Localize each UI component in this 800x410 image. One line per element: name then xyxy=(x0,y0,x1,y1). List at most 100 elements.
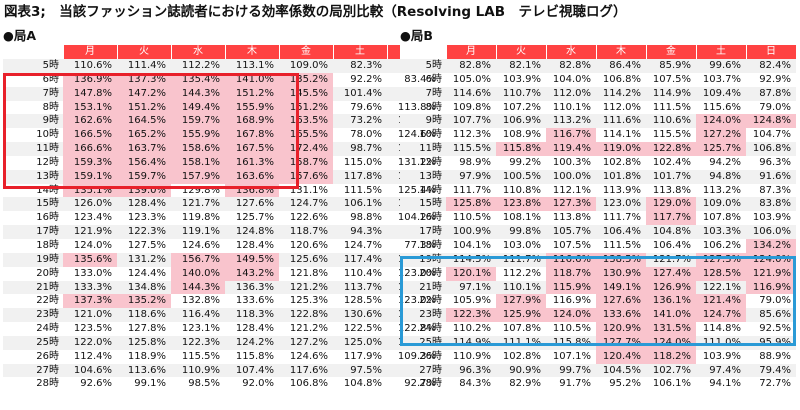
value-cell: 120.6% xyxy=(289,239,328,251)
hour-label: 7時 xyxy=(3,86,63,101)
value-cell: 124.8% xyxy=(746,114,796,129)
value-cell: 110.4% xyxy=(343,267,382,279)
value-cell: 124.8% xyxy=(225,225,279,239)
hour-label: 17時 xyxy=(400,225,446,239)
value-cell: 145.5% xyxy=(279,86,333,101)
value-cell: 122.8% xyxy=(646,142,696,156)
value-cell: 124.0% xyxy=(696,114,746,129)
day-header: 水 xyxy=(546,45,597,59)
value-cell: 114.9% xyxy=(646,86,696,101)
value-cell: 105.0% xyxy=(452,73,491,85)
hour-label: 25時 xyxy=(400,335,446,350)
value-cell: 121.7% xyxy=(171,197,225,212)
value-cell: 98.8% xyxy=(350,212,382,224)
table-row: 20時 120.1% 112.2% 118.7% 130.9% 127.4% 128.5% 1… xyxy=(400,266,796,281)
value-cell: 119.1% xyxy=(171,225,225,239)
table-row: 18時 104.1% 103.0% 107.5% 111.5% 106.4% 106.2% 1… xyxy=(400,238,796,253)
value-cell: 79.6% xyxy=(350,101,382,113)
value-cell: 118.3% xyxy=(225,308,279,323)
value-cell: 158.6% xyxy=(171,142,225,156)
value-cell: 114.8% xyxy=(702,323,741,335)
value-cell: 104.7% xyxy=(752,129,791,141)
table-row: 25時 114.9% 111.1% 115.8% 127.7% 124.0% 111.0% 9… xyxy=(400,335,796,350)
value-cell: 82.4% xyxy=(746,59,796,73)
value-cell: 128.4% xyxy=(235,239,274,251)
value-cell: 158.1% xyxy=(171,155,225,170)
value-cell: 104.0% xyxy=(552,73,591,85)
hour-label: 27時 xyxy=(3,363,63,378)
value-cell: 127.3% xyxy=(546,197,596,212)
value-cell: 155.9% xyxy=(225,100,279,115)
value-cell: 168.9% xyxy=(225,114,279,129)
value-cell: 103.9% xyxy=(752,212,791,224)
value-cell: 135.2% xyxy=(279,72,333,87)
value-cell: 133.6% xyxy=(235,295,274,307)
value-cell: 104.8% xyxy=(343,378,382,390)
value-cell: 107.1% xyxy=(552,350,591,362)
value-cell: 82.8% xyxy=(546,59,596,73)
value-cell: 101.7% xyxy=(646,169,696,184)
value-cell: 79.4% xyxy=(746,363,796,378)
value-cell: 128.5% xyxy=(696,266,746,281)
value-cell: 117.7% xyxy=(646,211,696,226)
value-cell: 124.0% xyxy=(546,308,596,323)
value-cell: 133.0% xyxy=(73,267,112,279)
hour-label: 5時 xyxy=(3,59,63,73)
value-cell: 110.6% xyxy=(63,59,117,73)
value-cell: 122.3% xyxy=(446,308,496,323)
value-cell: 107.8% xyxy=(702,212,741,224)
value-cell: 122.5% xyxy=(343,323,382,335)
value-cell: 112.3% xyxy=(452,129,491,141)
value-cell: 115.8% xyxy=(235,350,274,362)
value-cell: 99.1% xyxy=(134,378,166,390)
value-cell: 132.8% xyxy=(181,295,220,307)
value-cell: 120.1% xyxy=(446,266,496,281)
hour-label: 24時 xyxy=(36,323,59,335)
value-cell: 106.2% xyxy=(702,239,741,251)
value-cell: 163.5% xyxy=(279,114,333,129)
value-cell: 164.5% xyxy=(117,114,171,129)
value-cell: 166.6% xyxy=(63,142,117,156)
value-cell: 115.0% xyxy=(343,156,382,168)
value-cell: 104.2% xyxy=(397,212,436,224)
table-row: 17時121.9%122.3%119.1%124.8%118.7%94.3%90… xyxy=(3,225,441,239)
value-cell: 117.9% xyxy=(343,350,382,362)
value-cell: 123.8% xyxy=(496,197,546,212)
table-row: 26時 110.9% 102.8% 107.1% 120.4% 118.2% 103.9% 8… xyxy=(400,349,796,364)
value-cell: 153.1% xyxy=(63,100,117,115)
value-cell: 123.1% xyxy=(181,323,220,335)
value-cell: 123.4% xyxy=(73,212,112,224)
table-row: 11時 115.5% 115.8% 119.4% 119.0% 122.8% 125.7% 1… xyxy=(400,142,796,156)
value-cell: 151.2% xyxy=(225,86,279,101)
value-cell: 130.6% xyxy=(333,308,387,323)
table-row: 10時 112.3% 108.9% 116.7% 114.1% 115.5% 127.2% 1… xyxy=(400,128,796,143)
hour-label: 15時 xyxy=(3,197,63,212)
hour-label: 12時 xyxy=(36,156,59,168)
value-cell: 113.2% xyxy=(546,114,596,129)
value-cell: 107.5% xyxy=(552,239,591,251)
table-row: 18時 124.0% 127.5% 124.6% 128.4% 120.6% 124.7% 7… xyxy=(3,239,441,253)
hour-label: 22時 xyxy=(36,295,59,307)
value-cell: 92.2% xyxy=(350,73,382,85)
table-row: 6時 136.9% 137.3% 135.4% 141.0% 135.2% 92.2% 83.… xyxy=(3,72,441,87)
value-cell: 92.6% xyxy=(80,378,112,390)
highlight-box-station-a xyxy=(3,73,299,189)
hour-label: 5時 xyxy=(400,59,446,73)
value-cell: 126.9% xyxy=(646,280,696,295)
value-cell: 111.5% xyxy=(343,184,382,196)
value-cell: 157.6% xyxy=(279,169,333,184)
value-cell: 110.9% xyxy=(452,350,491,362)
value-cell: 110.7% xyxy=(496,86,546,101)
value-cell: 166.5% xyxy=(63,128,117,143)
value-cell: 82.3% xyxy=(333,59,387,73)
value-cell: 128.5% xyxy=(343,295,382,307)
value-cell: 165.5% xyxy=(279,128,333,143)
value-cell: 107.5% xyxy=(652,73,691,85)
value-cell: 144.3% xyxy=(171,86,225,101)
table-row: 12時 159.3% 156.4% 158.1% 161.3% 158.7% 115.0% 1… xyxy=(3,155,441,170)
value-cell: 125.6% xyxy=(279,252,333,267)
value-cell: 98.9% xyxy=(459,156,491,168)
day-header: 月 xyxy=(446,45,497,59)
value-cell: 165.2% xyxy=(117,128,171,143)
day-header: 土 xyxy=(696,45,747,59)
